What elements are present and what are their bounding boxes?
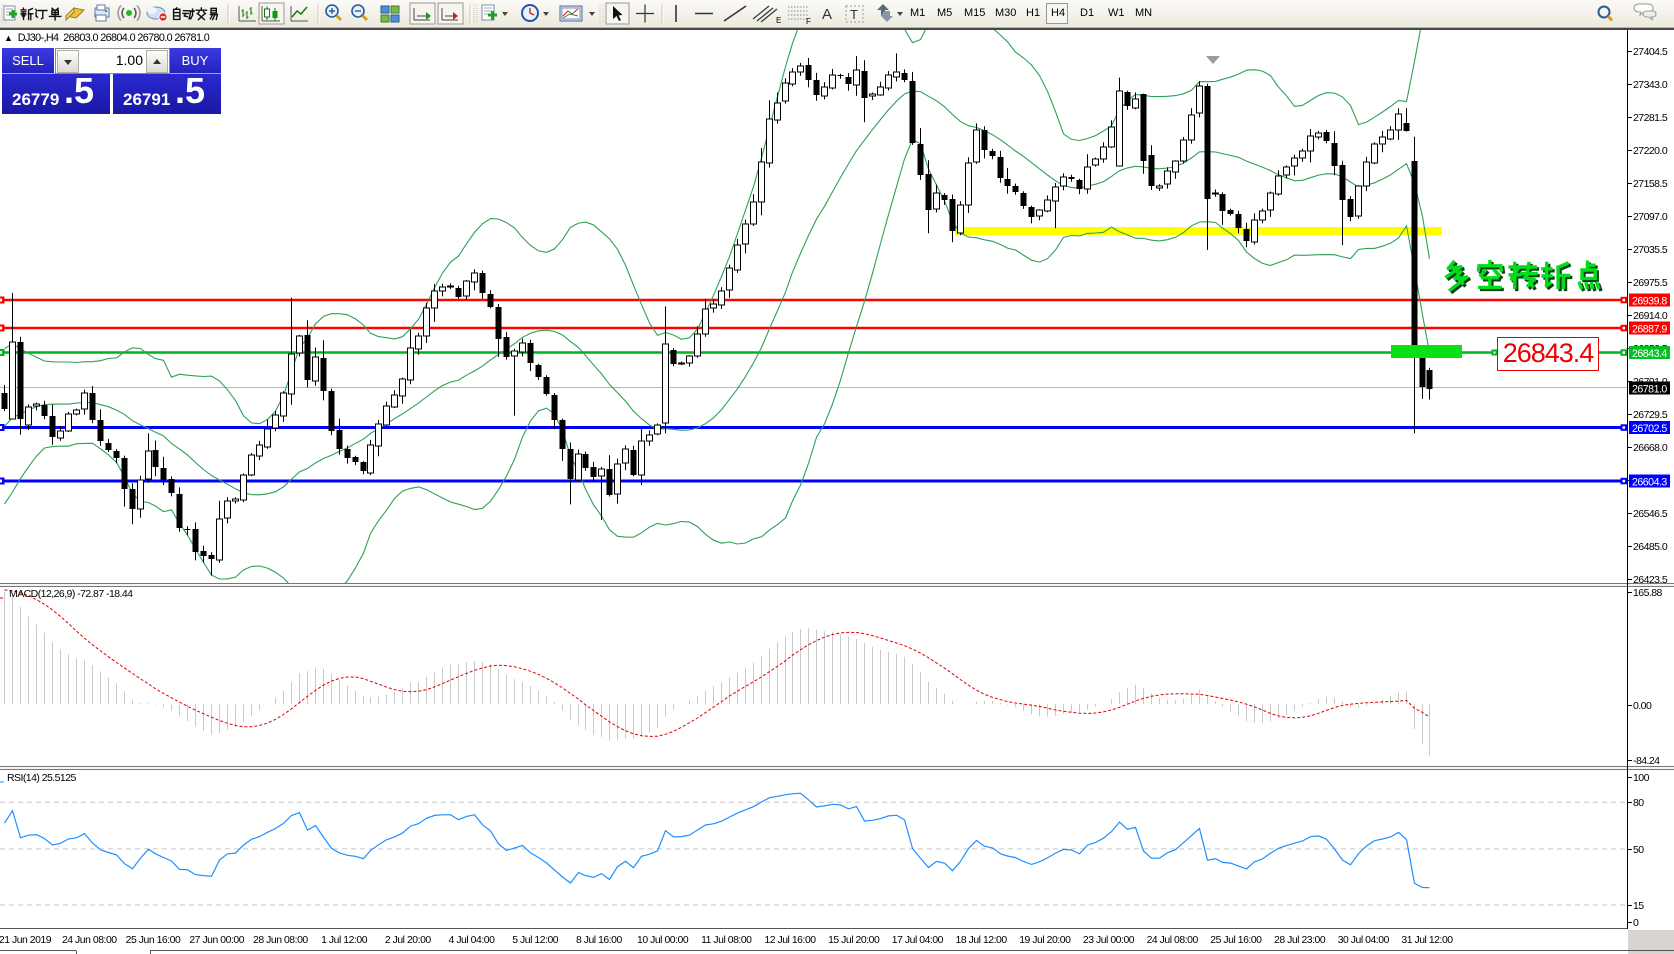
svg-text:15 Jul 20:00: 15 Jul 20:00 xyxy=(828,935,880,946)
svg-text:11 Jul 08:00: 11 Jul 08:00 xyxy=(701,935,752,946)
svg-text:5 Jul 12:00: 5 Jul 12:00 xyxy=(512,935,559,946)
svg-text:25 Jun 16:00: 25 Jun 16:00 xyxy=(126,935,181,946)
svg-text:18 Jul 12:00: 18 Jul 12:00 xyxy=(955,935,1007,946)
svg-text:26423.5: 26423.5 xyxy=(1633,574,1668,586)
svg-text:19 Jul 20:00: 19 Jul 20:00 xyxy=(1019,935,1071,946)
svg-text:80: 80 xyxy=(1633,797,1644,809)
svg-text:27 Jun 00:00: 27 Jun 00:00 xyxy=(189,935,244,946)
svg-text:2 Jul 20:00: 2 Jul 20:00 xyxy=(385,935,432,946)
svg-text:1 Jul 12:00: 1 Jul 12:00 xyxy=(321,935,368,946)
svg-text:31 Jul 12:00: 31 Jul 12:00 xyxy=(1401,935,1453,946)
svg-text:RSI(14) 25.5125: RSI(14) 25.5125 xyxy=(7,772,77,784)
svg-text:26729.5: 26729.5 xyxy=(1633,409,1668,421)
svg-text:4 Jul 04:00: 4 Jul 04:00 xyxy=(449,935,496,946)
svg-text:26604.3: 26604.3 xyxy=(1632,477,1667,489)
svg-text:10 Jul 00:00: 10 Jul 00:00 xyxy=(637,935,689,946)
svg-text:MACD(12,26,9) -72.87 -18.44: MACD(12,26,9) -72.87 -18.44 xyxy=(9,588,133,600)
svg-text:24 Jun 08:00: 24 Jun 08:00 xyxy=(62,935,117,946)
svg-text:E: E xyxy=(776,16,781,25)
svg-text:8 Jul 16:00: 8 Jul 16:00 xyxy=(576,935,623,946)
svg-text:26485.0: 26485.0 xyxy=(1633,541,1668,553)
svg-text:T: T xyxy=(850,7,858,22)
svg-text:25 Jul 16:00: 25 Jul 16:00 xyxy=(1210,935,1262,946)
svg-text:26939.8: 26939.8 xyxy=(1632,296,1667,308)
svg-text:26914.0: 26914.0 xyxy=(1633,310,1668,322)
svg-text:15: 15 xyxy=(1633,900,1644,912)
svg-text:24 Jul 08:00: 24 Jul 08:00 xyxy=(1147,935,1199,946)
svg-text:27281.5: 27281.5 xyxy=(1633,112,1668,124)
svg-text:27343.0: 27343.0 xyxy=(1633,79,1668,91)
svg-text:26843.4: 26843.4 xyxy=(1632,348,1667,360)
svg-text:21 Jun 2019: 21 Jun 2019 xyxy=(0,935,52,946)
svg-text:100: 100 xyxy=(1633,772,1650,784)
svg-text:26668.0: 26668.0 xyxy=(1633,442,1668,454)
svg-text:50: 50 xyxy=(1633,844,1644,856)
svg-text:26702.5: 26702.5 xyxy=(1632,423,1667,435)
svg-text:30 Jul 04:00: 30 Jul 04:00 xyxy=(1338,935,1390,946)
svg-text:F: F xyxy=(806,17,811,26)
svg-text:27097.0: 27097.0 xyxy=(1633,211,1668,223)
svg-text:27220.0: 27220.0 xyxy=(1633,145,1668,157)
svg-text:0: 0 xyxy=(1633,917,1639,929)
svg-text:165.88: 165.88 xyxy=(1633,587,1663,599)
svg-text:23 Jul 00:00: 23 Jul 00:00 xyxy=(1083,935,1135,946)
svg-text:27035.5: 27035.5 xyxy=(1633,244,1668,256)
svg-text:A: A xyxy=(822,6,832,23)
svg-text:27404.5: 27404.5 xyxy=(1633,46,1668,58)
svg-text:28 Jul 23:00: 28 Jul 23:00 xyxy=(1274,935,1326,946)
svg-text:26781.0: 26781.0 xyxy=(1632,384,1667,396)
svg-text:12 Jul 16:00: 12 Jul 16:00 xyxy=(764,935,816,946)
svg-text:-84.24: -84.24 xyxy=(1633,755,1660,767)
svg-text:26975.5: 26975.5 xyxy=(1633,277,1668,289)
svg-text:0.00: 0.00 xyxy=(1633,700,1652,712)
svg-text:28 Jun 08:00: 28 Jun 08:00 xyxy=(253,935,308,946)
svg-text:26546.5: 26546.5 xyxy=(1633,508,1668,520)
svg-text:26887.9: 26887.9 xyxy=(1632,324,1667,336)
svg-text:27158.5: 27158.5 xyxy=(1633,178,1668,190)
svg-text:17 Jul 04:00: 17 Jul 04:00 xyxy=(892,935,944,946)
